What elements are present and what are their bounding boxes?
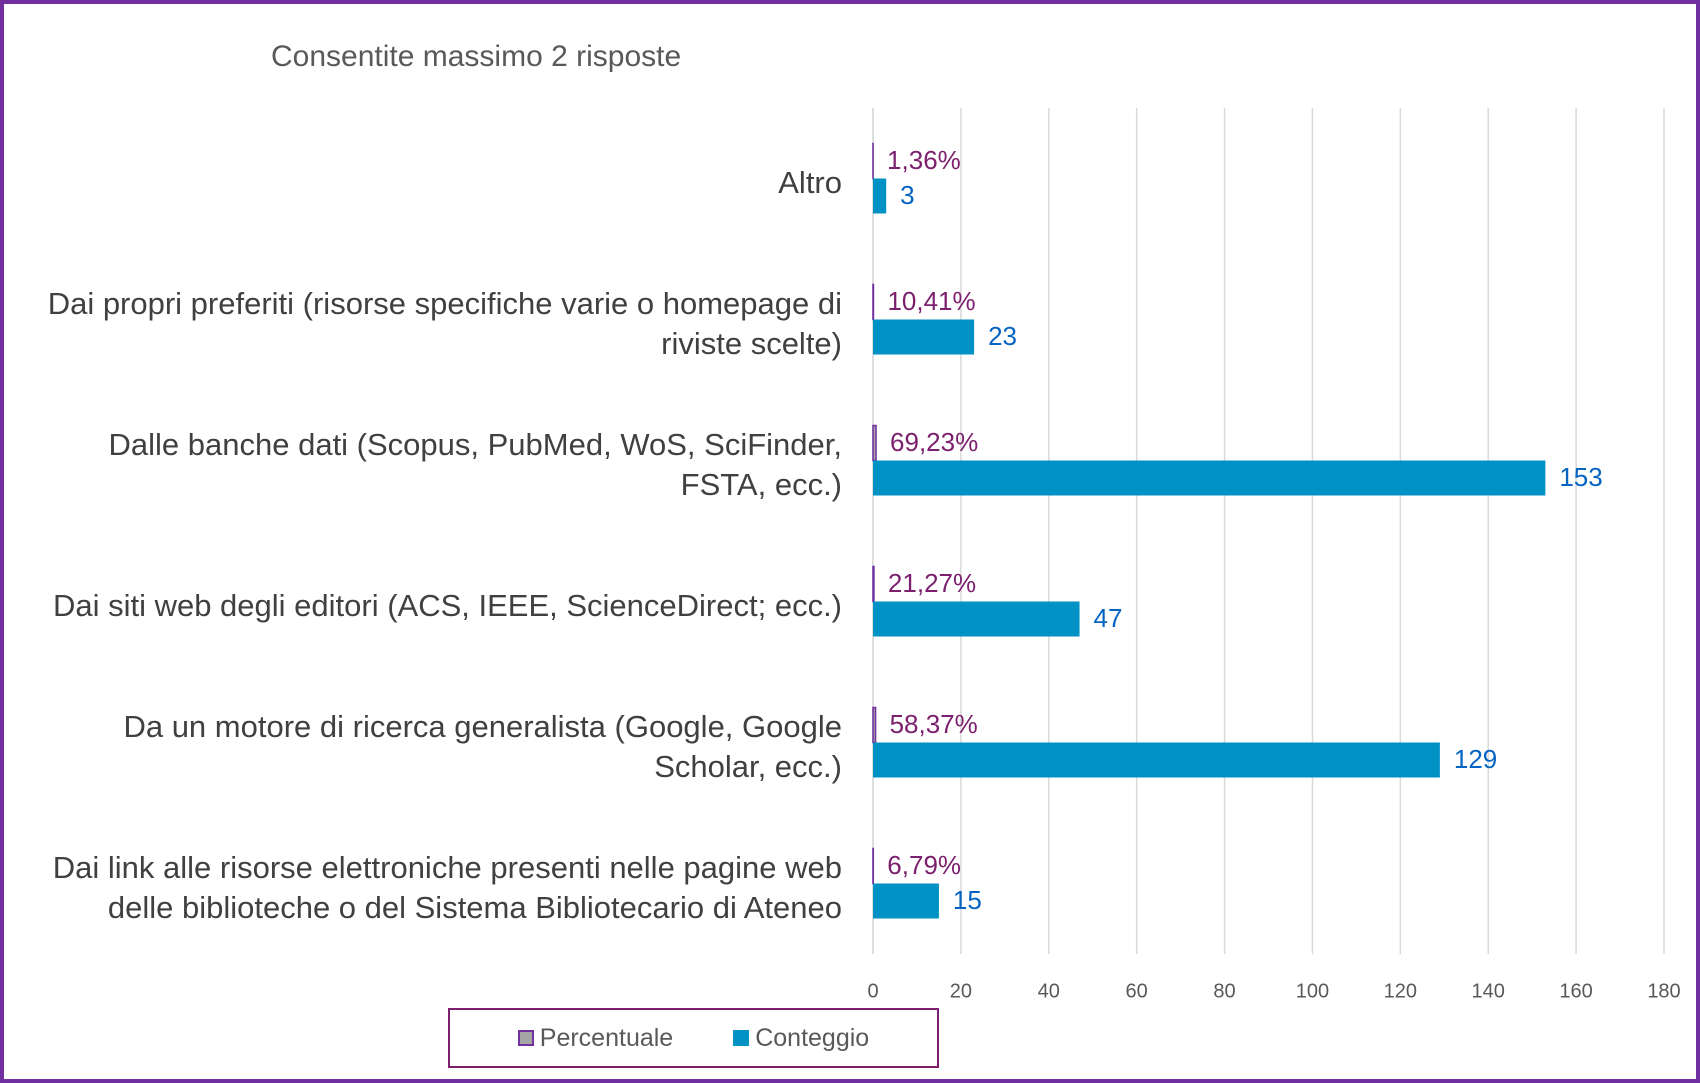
y-tick-label: Dai link alle risorse elettroniche prese… bbox=[52, 849, 842, 925]
x-tick-label: 20 bbox=[950, 980, 972, 1002]
bar bbox=[872, 706, 877, 744]
y-tick-label: Dai siti web degli editori (ACS, IEEE, S… bbox=[52, 587, 842, 623]
x-tick-label: 40 bbox=[1038, 980, 1060, 1002]
bar bbox=[873, 742, 1440, 778]
data-label: 23 bbox=[988, 321, 1017, 351]
data-label: 6,79% bbox=[887, 850, 961, 880]
x-tick-label: 60 bbox=[1126, 980, 1148, 1002]
legend-item: Percentuale bbox=[517, 1023, 674, 1053]
legend-swatch bbox=[733, 1030, 750, 1046]
data-label: 153 bbox=[1559, 462, 1602, 492]
x-tick-label: 100 bbox=[1296, 980, 1329, 1002]
data-label: 21,27% bbox=[888, 568, 976, 598]
bar bbox=[873, 178, 887, 214]
data-label: 47 bbox=[1094, 603, 1123, 633]
chart-title: Consentite massimo 2 risposte bbox=[271, 40, 682, 73]
data-label: 58,37% bbox=[890, 709, 978, 739]
x-tick-label: 180 bbox=[1647, 980, 1680, 1002]
legend-item: Conteggio bbox=[733, 1024, 869, 1053]
legend: Percentuale Conteggio bbox=[448, 1008, 939, 1068]
y-tick-label: Dalle banche dati (Scopus, PubMed, WoS, … bbox=[108, 426, 842, 502]
x-tick-label: 140 bbox=[1472, 980, 1505, 1002]
legend-label: Conteggio bbox=[755, 1023, 870, 1052]
x-tick-label: 160 bbox=[1559, 980, 1592, 1002]
x-tick-label: 80 bbox=[1213, 980, 1235, 1002]
legend-swatch bbox=[517, 1030, 534, 1046]
data-label: 129 bbox=[1454, 744, 1497, 774]
bar bbox=[873, 883, 939, 919]
y-tick-label: Dai propri preferiti (risorse specifiche… bbox=[47, 285, 842, 361]
x-tick-label: 120 bbox=[1384, 980, 1417, 1002]
data-label: 3 bbox=[900, 180, 914, 210]
data-label: 69,23% bbox=[890, 427, 978, 457]
data-label: 1,36% bbox=[887, 145, 961, 175]
chart: 0 20 40 60 80 100 120 140 160 180 1,36% 3 10,41% 23 69… bbox=[867, 108, 1681, 1002]
y-tick-label: Altro bbox=[778, 164, 842, 200]
bar bbox=[873, 319, 975, 355]
x-tick-label: 0 bbox=[867, 980, 878, 1002]
legend-label: Percentuale bbox=[539, 1023, 674, 1052]
bar bbox=[872, 565, 875, 603]
bar bbox=[873, 460, 1546, 496]
data-label: 15 bbox=[953, 885, 982, 915]
data-label: 10,41% bbox=[887, 286, 975, 316]
y-tick-label: Da un motore di ricerca generalista (Goo… bbox=[123, 708, 842, 784]
bar bbox=[872, 424, 877, 462]
bar bbox=[873, 601, 1080, 637]
